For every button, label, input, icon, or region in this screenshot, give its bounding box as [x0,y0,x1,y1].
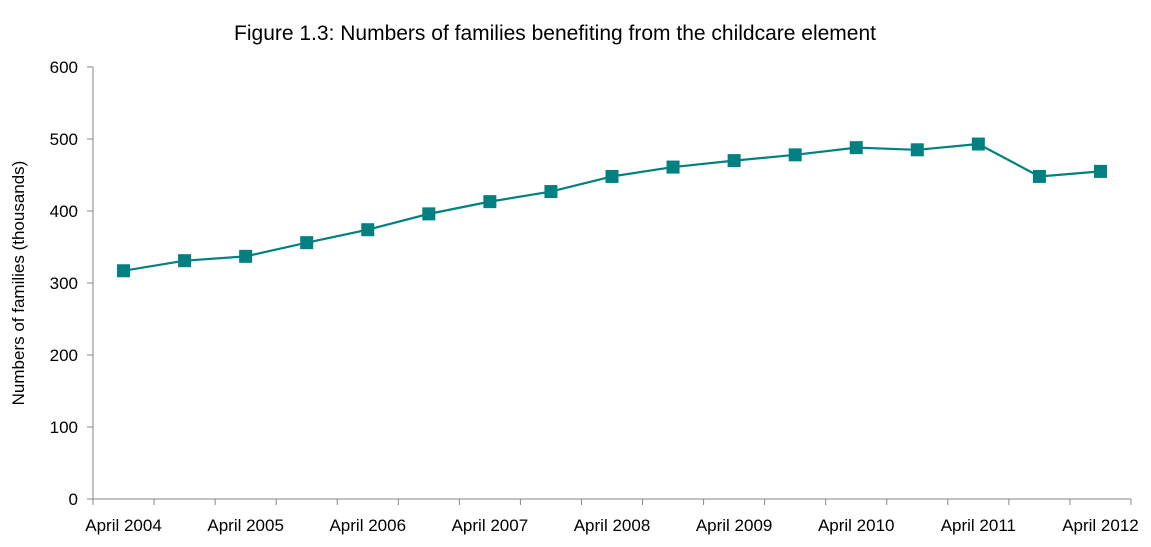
x-tick-label: April 2011 [941,516,1016,535]
chart-title: Figure 1.3: Numbers of families benefiti… [234,22,876,45]
x-tick-label: April 2004 [85,516,162,535]
data-point-marker [666,160,680,174]
x-tick-label: April 2006 [329,516,406,535]
y-tick-label: 400 [50,202,78,221]
x-tick-label: April 2009 [696,516,773,535]
data-point-marker [422,207,436,221]
data-point-marker [300,236,314,250]
data-point-marker [178,254,192,268]
data-point-marker [1032,169,1046,183]
data-point-marker [239,249,253,263]
series-line [123,142,1101,272]
y-tick-label: 200 [50,346,78,365]
y-tick-label: 0 [69,490,78,509]
data-point-marker [788,148,802,162]
y-tick-label: 100 [50,418,78,437]
tick-labels: 0 100 200 300 400 500 600 April 2004 April 2005 A… [50,58,1139,535]
data-point-marker [605,169,619,183]
series-layer [117,137,1107,278]
x-tick-label: April 2012 [1062,516,1139,535]
data-point-marker [1093,164,1107,178]
x-tick-label: April 2005 [207,516,284,535]
y-tick-label: 600 [50,58,78,77]
y-tick-label: 500 [50,130,78,149]
axes [87,66,1132,505]
data-point-marker [727,154,741,168]
x-tick-label: April 2007 [452,516,529,535]
data-point-marker [117,264,131,278]
data-point-marker [971,137,985,151]
data-point-marker [910,143,924,157]
data-point-marker [849,141,863,155]
x-tick-label: April 2008 [574,516,651,535]
x-tick-label: April 2010 [818,516,895,535]
y-tick-label: 300 [50,274,78,293]
y-axis-label: Numbers of families (thousands) [9,161,28,406]
data-point-marker [361,223,375,237]
data-point-marker [544,185,558,199]
data-point-marker [483,195,497,209]
